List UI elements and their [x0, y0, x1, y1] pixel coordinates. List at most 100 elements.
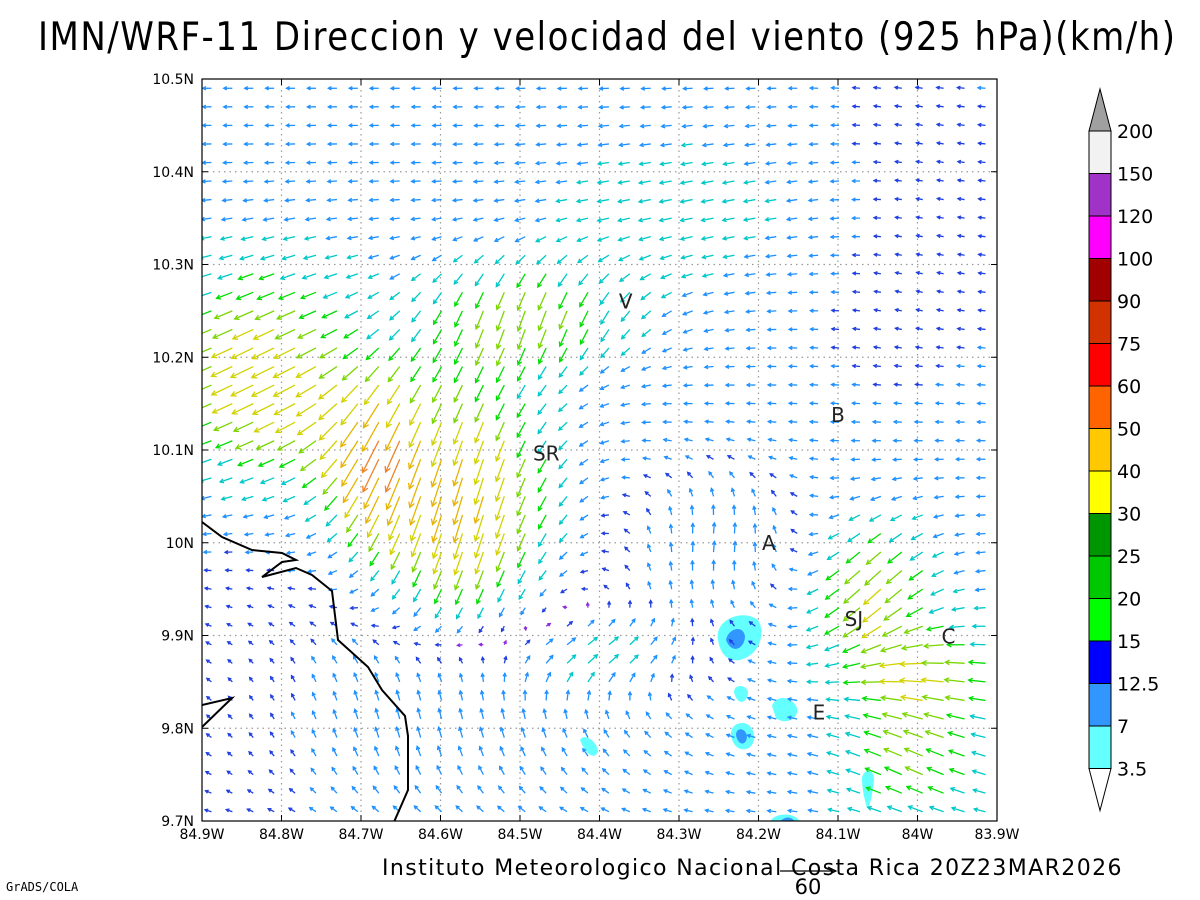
wind-vector	[458, 672, 464, 683]
wind-vector-shaft	[669, 561, 673, 571]
wind-vector-head	[331, 638, 336, 643]
wind-vector	[416, 725, 422, 738]
wind-vector-shaft	[904, 748, 923, 757]
wind-vector	[500, 625, 505, 633]
wind-vector-head	[413, 597, 418, 603]
wind-vector-head	[410, 86, 416, 91]
wind-vector	[851, 141, 860, 146]
wind-vector-shaft	[843, 607, 861, 622]
wind-vector-head	[975, 494, 981, 499]
wind-vector	[516, 403, 526, 419]
wind-vector-head	[590, 671, 595, 677]
wind-vector	[706, 695, 714, 701]
wind-vector-head	[969, 714, 975, 720]
wind-vector-shaft	[970, 643, 986, 646]
wind-vector-head	[247, 640, 253, 645]
wind-vector	[221, 513, 233, 519]
wind-vector	[861, 695, 881, 702]
wind-vector	[254, 310, 275, 321]
wind-vector-shaft	[659, 198, 672, 203]
wind-vector	[641, 807, 651, 813]
wind-vector-head	[850, 457, 856, 462]
wind-vector	[389, 533, 401, 556]
wind-vector-head	[681, 292, 687, 298]
wind-vector-shaft	[214, 310, 233, 319]
wind-vector	[732, 521, 738, 534]
wind-vector-head	[273, 409, 280, 416]
wind-vector	[267, 604, 275, 609]
wind-vector-head	[915, 159, 920, 164]
wind-vector	[473, 477, 485, 506]
wind-vector-head	[724, 346, 730, 351]
wind-vector	[538, 551, 547, 565]
wind-vector-head	[203, 808, 209, 813]
wind-vector	[956, 196, 965, 202]
wind-vector	[259, 254, 275, 261]
wind-vector	[556, 123, 568, 129]
wind-vector-shaft	[433, 291, 443, 304]
wind-vector-head	[788, 474, 794, 479]
wind-vector-head	[245, 586, 251, 591]
wind-vector	[830, 271, 840, 276]
wind-vector-head	[332, 690, 337, 696]
wind-vector-shaft	[519, 786, 526, 794]
wind-vector	[861, 625, 882, 639]
wind-vector-shaft	[664, 751, 673, 757]
wind-vector-head	[808, 290, 814, 295]
wind-vector-shaft	[577, 143, 589, 146]
wind-vector-shaft	[731, 488, 736, 497]
wind-vector-shaft	[913, 477, 923, 480]
wind-vector-head	[332, 727, 337, 733]
wind-vector-head	[842, 615, 849, 622]
wind-vector-shaft	[516, 477, 526, 497]
wind-vector	[362, 403, 380, 429]
wind-vector-head	[367, 294, 373, 299]
wind-vector-shaft	[311, 729, 317, 738]
wind-vector-head	[453, 359, 459, 366]
wind-vector-shaft	[599, 124, 609, 127]
wind-vector-head	[384, 485, 392, 493]
wind-vector-head	[223, 550, 229, 555]
wind-vector-head	[407, 482, 415, 491]
wind-vector-head	[914, 122, 920, 127]
wind-vector-head	[248, 713, 253, 718]
wind-vector-shaft	[437, 746, 443, 757]
wind-vector-shaft	[669, 580, 673, 590]
colorbar-level-label: 7	[1117, 716, 1129, 738]
wind-vector	[640, 291, 652, 301]
wind-vector	[682, 401, 693, 406]
wind-vector-shaft	[367, 310, 380, 319]
wind-vector-head	[584, 708, 589, 714]
wind-vector-head	[770, 489, 776, 495]
wind-vector	[623, 546, 631, 553]
wind-vector	[809, 364, 819, 369]
wind-vector	[347, 216, 358, 222]
wind-vector	[608, 618, 616, 627]
wind-vector-head	[370, 623, 376, 628]
wind-vector-head	[935, 141, 941, 146]
wind-vector	[807, 569, 819, 576]
wind-vector-shaft	[416, 746, 422, 757]
wind-vector	[914, 326, 923, 331]
wind-vector	[934, 382, 944, 387]
wind-vector-head	[478, 726, 484, 732]
wind-vector-head	[503, 639, 507, 645]
wind-vector	[248, 750, 254, 757]
wind-vector-shaft	[788, 607, 798, 609]
wind-vector	[576, 142, 589, 148]
wind-vector	[608, 671, 616, 683]
wind-vector	[829, 141, 840, 147]
wind-vector-shaft	[955, 532, 965, 536]
wind-vector	[579, 551, 589, 557]
wind-vector-head	[412, 581, 418, 588]
wind-vector-shaft	[808, 198, 819, 202]
wind-vector	[410, 366, 422, 383]
wind-vector-shaft	[643, 750, 652, 757]
wind-vector-shaft	[353, 747, 359, 757]
wind-vector	[872, 122, 881, 128]
wind-vector	[660, 291, 672, 299]
wind-vector	[616, 198, 630, 204]
wind-vector-shaft	[431, 440, 443, 467]
wind-vector	[830, 345, 840, 350]
wind-vector-head	[638, 142, 644, 148]
